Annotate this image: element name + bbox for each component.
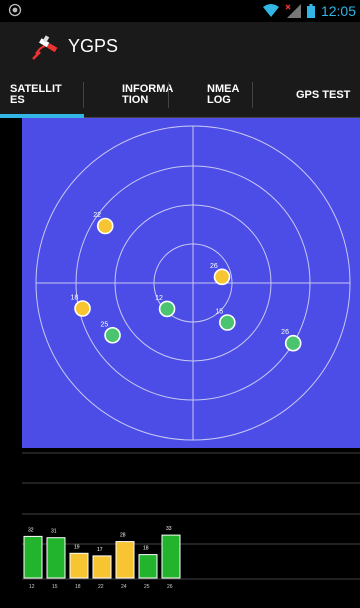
signal-bar-value: 19 — [74, 544, 80, 550]
satellite-prn-label: 22 — [93, 212, 101, 219]
tab-divider — [168, 82, 169, 108]
signal-bar-prn: 26 — [167, 584, 173, 590]
tab-nmea-log-label-line-1: NMEA — [207, 83, 240, 95]
satellite-dot — [213, 268, 231, 286]
sky-plot: 22 26 18 12 25 15 26 — [35, 125, 351, 441]
signal-bar — [23, 535, 43, 579]
satellite-dot — [158, 300, 176, 318]
signal-bar-prn: 15 — [52, 584, 58, 590]
tab-satellites-label-line-2: ES — [10, 94, 25, 106]
satellite-prn-label: 12 — [155, 295, 163, 302]
satellite-marker[interactable]: 15 — [215, 308, 236, 331]
tab-nmea-log[interactable]: NMEA LOG — [169, 72, 253, 118]
tab-satellites[interactable]: SATELLIT ES — [0, 72, 84, 118]
location-notification-icon — [8, 3, 22, 17]
satellite-dot — [96, 217, 114, 235]
signal-bar-value: 18 — [143, 546, 149, 552]
signal-grid — [22, 452, 360, 580]
tab-information-label-line-1: INFORMA — [122, 83, 174, 95]
satellite-prn-label: 26 — [210, 263, 218, 270]
satellite-prn-label: 25 — [101, 321, 109, 328]
tab-nmea-log-label-line-2: LOG — [207, 94, 231, 106]
signal-bar-prn: 12 — [29, 584, 35, 590]
satellite-sky-view: 22 26 18 12 25 15 26 — [22, 118, 360, 448]
tab-divider — [83, 82, 84, 108]
signal-bar — [69, 552, 89, 579]
satellite-prn-label: 18 — [71, 295, 79, 302]
satellite-prn-label: 26 — [281, 329, 289, 336]
signal-icon — [285, 4, 301, 18]
satellite-prn-label: 15 — [215, 308, 223, 315]
tab-divider — [252, 82, 253, 108]
signal-bar-value: 28 — [120, 533, 126, 539]
satellite-marker[interactable]: 25 — [101, 321, 121, 344]
tab-gps-test[interactable]: GPS TEST — [253, 72, 360, 118]
satellite-marker[interactable]: 12 — [155, 295, 176, 318]
satellite-app-icon[interactable] — [30, 32, 62, 62]
signal-bar-value: 32 — [28, 527, 34, 533]
signal-bar — [161, 534, 181, 579]
satellite-dot — [104, 326, 121, 344]
tab-information[interactable]: INFORMA TION — [84, 72, 174, 118]
signal-bar-prn: 25 — [144, 584, 150, 590]
signal-bar — [92, 555, 112, 579]
app-title: YGPS — [68, 36, 119, 56]
status-time: 12:05 — [320, 3, 356, 19]
action-bar: YGPS — [0, 22, 360, 72]
battery-icon — [306, 4, 315, 18]
signal-bar — [46, 537, 66, 579]
status-bar: 12:05 — [0, 0, 360, 22]
wifi-icon — [262, 4, 279, 17]
tab-gps-test-label: GPS TEST — [296, 89, 351, 101]
signal-strength-panel: 32 12 31 15 19 18 17 22 28 24 18 25 33 26 — [22, 448, 360, 608]
signal-bar-group: 31 15 — [46, 529, 66, 590]
satellite-dot — [74, 300, 91, 317]
tab-bar: SATELLIT ES INFORMA TION NMEA LOG GPS TE… — [0, 72, 360, 118]
signal-bar-value: 33 — [166, 526, 172, 532]
signal-bar-prn: 24 — [121, 584, 127, 590]
satellite-dot — [219, 314, 236, 331]
satellite-marker[interactable]: 26 — [281, 329, 302, 352]
tab-satellites-label-line-1: SATELLIT — [10, 83, 62, 95]
signal-bar-value: 31 — [51, 529, 57, 535]
signal-bar-group: 28 24 — [115, 533, 135, 590]
signal-bar-prn: 22 — [98, 584, 104, 590]
signal-bar-group: 33 26 — [161, 526, 181, 590]
satellite-marker[interactable]: 22 — [93, 212, 114, 235]
sky-grid — [35, 125, 351, 441]
satellite-marker[interactable]: 26 — [210, 263, 231, 286]
tab-information-label-line-2: TION — [122, 94, 149, 106]
signal-bar-group: 32 12 — [23, 527, 43, 590]
satellite-dot — [284, 334, 302, 352]
signal-bar-prn: 18 — [75, 584, 81, 590]
signal-bar — [138, 554, 158, 579]
signal-bar — [115, 541, 135, 579]
signal-bar-value: 17 — [97, 547, 103, 553]
satellite-marker[interactable]: 18 — [71, 295, 91, 317]
satellite-markers: 22 26 18 12 25 15 26 — [71, 212, 302, 352]
status-right-group: 12:05 — [262, 1, 356, 21]
